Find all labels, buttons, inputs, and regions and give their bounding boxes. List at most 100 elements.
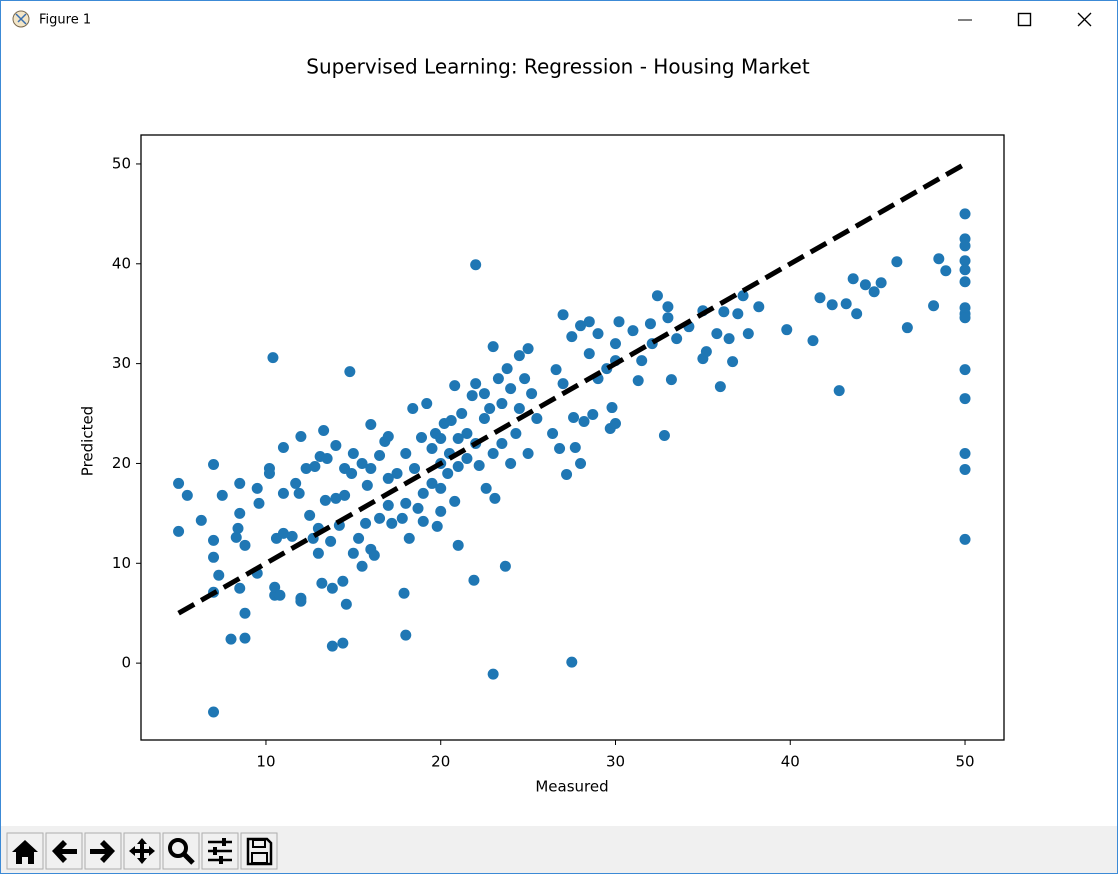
scatter-point — [714, 381, 726, 393]
scatter-point — [470, 259, 482, 271]
scatter-point — [522, 343, 534, 355]
scatter-point — [300, 462, 312, 474]
scatter-point — [487, 447, 499, 459]
scatter-point — [347, 547, 359, 559]
scatter-point — [814, 292, 826, 304]
scatter-point — [732, 308, 744, 320]
forward-button[interactable] — [84, 832, 122, 870]
scatter-point — [293, 487, 305, 499]
scatter-point — [662, 312, 674, 324]
scatter-point — [312, 547, 324, 559]
scatter-point — [487, 341, 499, 353]
scatter-point — [295, 431, 307, 443]
scatter-point — [386, 517, 398, 529]
y-tick-label: 10 — [112, 554, 131, 572]
scatter-point — [263, 467, 275, 479]
scatter-point — [575, 320, 587, 332]
scatter-point — [510, 428, 522, 440]
scatter-point — [492, 373, 504, 385]
scatter-point — [959, 264, 971, 276]
scatter-point — [173, 525, 185, 537]
back-button[interactable] — [45, 832, 83, 870]
scatter-point — [304, 509, 316, 521]
scatter-point — [807, 335, 819, 347]
scatter-point — [208, 458, 220, 470]
scatter-point — [496, 398, 508, 410]
scatter-point — [737, 290, 749, 302]
scatter-point — [232, 522, 244, 534]
scatter-point — [274, 589, 286, 601]
scatter-point — [461, 428, 473, 440]
scatter-point — [398, 587, 410, 599]
toolbar-buttons — [6, 832, 278, 870]
scatter-point — [325, 535, 337, 547]
scatter-point — [368, 549, 380, 561]
scatter-point — [216, 489, 228, 501]
scatter-point — [426, 477, 438, 489]
configure-button[interactable] — [201, 832, 239, 870]
scatter-point — [868, 286, 880, 298]
scatter-point — [337, 575, 349, 587]
scatter-point — [959, 276, 971, 288]
scatter-point — [505, 457, 517, 469]
scatter-point — [566, 331, 578, 343]
scatter-point — [473, 459, 485, 471]
scatter-point — [382, 472, 394, 484]
scatter-point — [337, 637, 349, 649]
scatter-point — [365, 462, 377, 474]
scatter-point — [353, 532, 365, 544]
scatter-point — [239, 607, 251, 619]
zoom-button[interactable] — [162, 832, 200, 870]
scatter-point — [277, 527, 289, 539]
scatter-point — [396, 512, 408, 524]
scatter-point — [651, 290, 663, 302]
scatter-point — [592, 328, 604, 340]
scatter-point — [356, 560, 368, 572]
scatter-point — [484, 403, 496, 415]
scatter-point — [309, 460, 321, 472]
scatter-point — [568, 412, 580, 424]
scatter-point — [449, 380, 461, 392]
scatter-point — [326, 582, 338, 594]
scatter-point — [449, 495, 461, 507]
scatter-point — [859, 279, 871, 291]
scatter-point — [400, 497, 412, 509]
scatter-point — [557, 378, 569, 390]
scatter-point — [833, 385, 845, 397]
pan-button[interactable] — [123, 832, 161, 870]
scatter-point — [295, 595, 307, 607]
scatter-point — [208, 551, 220, 563]
scatter-point — [609, 418, 621, 430]
scatter-point — [431, 520, 443, 532]
scatter-point — [901, 322, 913, 334]
scatter-point — [400, 447, 412, 459]
scatter-point — [340, 598, 352, 610]
scatter-point — [665, 374, 677, 386]
minimize-button[interactable] — [945, 5, 985, 35]
scatter-point — [330, 492, 342, 504]
scatter-point — [445, 415, 457, 427]
x-tick-label: 40 — [781, 753, 800, 771]
home-button[interactable] — [6, 832, 44, 870]
scatter-point — [208, 534, 220, 546]
maximize-button[interactable] — [1003, 5, 1043, 35]
x-tick-label: 20 — [431, 753, 450, 771]
scatter-point — [578, 416, 590, 428]
scatter-point — [959, 240, 971, 252]
scatter-point — [840, 298, 852, 310]
scatter-point — [781, 324, 793, 336]
scatter-point — [959, 208, 971, 220]
scatter-point — [959, 447, 971, 459]
close-button[interactable] — [1063, 5, 1107, 35]
scatter-point — [636, 355, 648, 367]
scatter-point — [435, 432, 447, 444]
scatter-point — [519, 373, 531, 385]
scatter-point — [742, 328, 754, 340]
save-button[interactable] — [240, 832, 278, 870]
scatter-point — [826, 299, 838, 311]
scatter-point — [609, 338, 621, 350]
scatter-point — [583, 316, 595, 328]
scatter-point — [225, 633, 237, 645]
scatter-point — [940, 265, 952, 277]
scatter-point — [928, 300, 940, 312]
